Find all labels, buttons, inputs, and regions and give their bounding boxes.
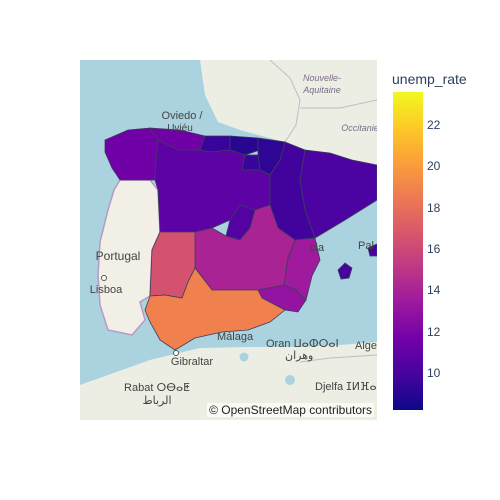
label-oviedo-2: Uviéu (167, 123, 193, 134)
label-oviedo: Oviedo / (162, 110, 204, 122)
map-attribution[interactable]: © OpenStreetMap contributors (207, 403, 374, 417)
city-marker-lisboa (101, 275, 107, 281)
lake (239, 352, 249, 362)
france-land (200, 60, 377, 165)
colorbar-gradient (393, 92, 423, 410)
label-nouvelle-aquitaine-2: Aquitaine (302, 85, 341, 95)
city-marker-gibraltar (173, 350, 179, 356)
label-lisboa: Lisboa (90, 284, 123, 296)
portugal-land (98, 180, 160, 335)
region-cantabria[interactable] (199, 135, 231, 153)
colorbar-tick-label: 20 (427, 159, 441, 174)
region-baleares[interactable] (337, 262, 353, 280)
label-alger: Alge (355, 340, 377, 352)
colorbar-tick-label: 18 (427, 200, 441, 215)
label-rabat-2: الرباط (142, 395, 171, 407)
region-border (269, 60, 301, 143)
region-andalucia[interactable] (144, 267, 286, 351)
label-oran: Oran ⵡⴰⵀⵔⴰⵏ (266, 338, 339, 350)
label-valencia: cia (310, 242, 325, 254)
region-pais-vasco[interactable] (229, 135, 261, 156)
label-nouvelle-aquitaine: Nouvelle- (303, 73, 341, 83)
region-baleares-menorca[interactable] (367, 243, 377, 257)
region-cataluna[interactable] (299, 149, 377, 239)
label-gibraltar: Gibraltar (171, 356, 214, 368)
label-occitanie: Occitanie (341, 123, 379, 133)
map-area[interactable]: Nouvelle- Aquitaine Occitanie Oviedo / U… (80, 60, 379, 420)
colorbar-tick-label: 12 (427, 324, 441, 339)
colorbar-tick-label: 14 (427, 283, 441, 298)
colorbar-tick-label: 22 (427, 118, 441, 133)
lake (285, 375, 295, 385)
label-oran-2: وهران (285, 350, 313, 362)
region-border (300, 99, 377, 109)
label-portugal: Portugal (96, 249, 141, 263)
colorbar-tick-label: 10 (427, 365, 441, 380)
label-palma: Pal (358, 240, 374, 252)
label-rabat: Rabat ⵔⴱⴰⵟ (124, 382, 190, 394)
country-border (299, 354, 377, 363)
colorbar-title: unemp_rate (392, 71, 467, 87)
colorbar-tick-label: 16 (427, 241, 441, 256)
label-malaga: Málaga (217, 331, 254, 343)
label-djelfa: Djelfa ⵊⵍⴼⴰ (315, 381, 377, 393)
